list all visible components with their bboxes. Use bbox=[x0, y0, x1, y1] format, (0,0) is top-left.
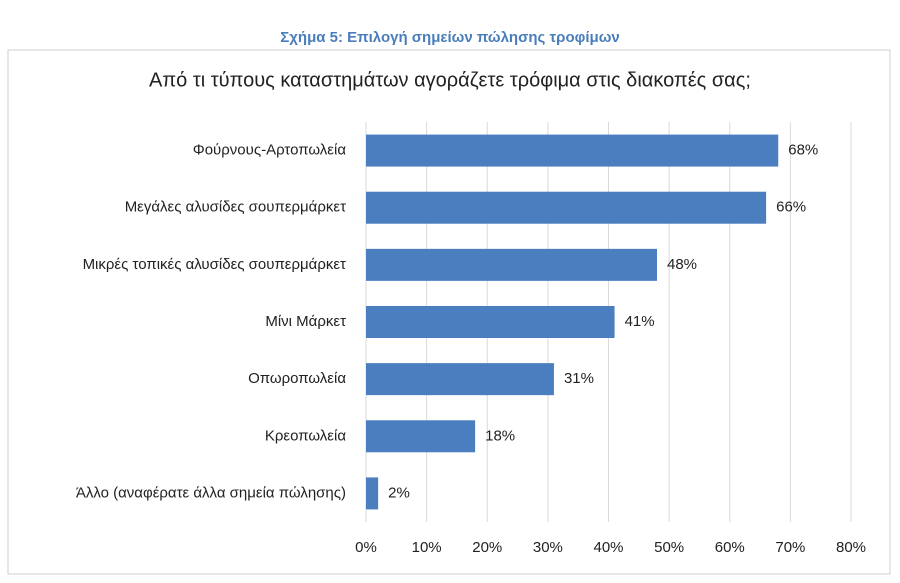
bar bbox=[366, 306, 615, 338]
data-label: 41% bbox=[625, 313, 655, 330]
bar bbox=[366, 248, 657, 281]
y-tick-label: Φούρνους-Αρτοπωλεία bbox=[193, 142, 347, 159]
bar bbox=[366, 363, 554, 396]
data-label: 2% bbox=[388, 484, 410, 501]
y-tick-label: Μικρές τοπικές αλυσίδες σουπερμάρκετ bbox=[83, 256, 346, 273]
x-tick-label: 50% bbox=[654, 539, 684, 556]
data-label: 18% bbox=[485, 427, 515, 444]
x-tick-label: 0% bbox=[355, 539, 377, 556]
data-label: 66% bbox=[776, 199, 806, 216]
data-label: 68% bbox=[788, 142, 818, 159]
y-tick-label: Άλλο (αναφέρατε άλλα σημεία πώλησης) bbox=[76, 484, 346, 501]
x-tick-label: 30% bbox=[533, 539, 563, 556]
bar bbox=[366, 420, 476, 453]
y-tick-label: Κρεοπωλεία bbox=[265, 427, 346, 444]
chart-frame bbox=[7, 49, 891, 575]
data-label: 31% bbox=[564, 370, 594, 387]
y-tick-label: Μίνι Μάρκετ bbox=[265, 313, 346, 330]
bar bbox=[366, 134, 779, 167]
x-tick-label: 80% bbox=[836, 539, 866, 556]
chart-title: Από τι τύπους καταστημάτων αγοράζετε τρό… bbox=[149, 69, 751, 91]
y-tick-label: Οπωροπωλεία bbox=[248, 370, 346, 387]
x-tick-label: 20% bbox=[472, 539, 502, 556]
x-tick-label: 10% bbox=[412, 539, 442, 556]
data-label: 48% bbox=[667, 256, 697, 273]
x-tick-label: 60% bbox=[715, 539, 745, 556]
x-tick-label: 70% bbox=[775, 539, 805, 556]
y-tick-label: Μεγάλες αλυσίδες σουπερμάρκετ bbox=[125, 199, 346, 216]
bar bbox=[366, 477, 379, 510]
caption: Σχήμα 5: Επιλογή σημείων πώλησης τροφίμω… bbox=[280, 29, 619, 46]
bar bbox=[366, 191, 767, 224]
x-tick-label: 40% bbox=[593, 539, 623, 556]
